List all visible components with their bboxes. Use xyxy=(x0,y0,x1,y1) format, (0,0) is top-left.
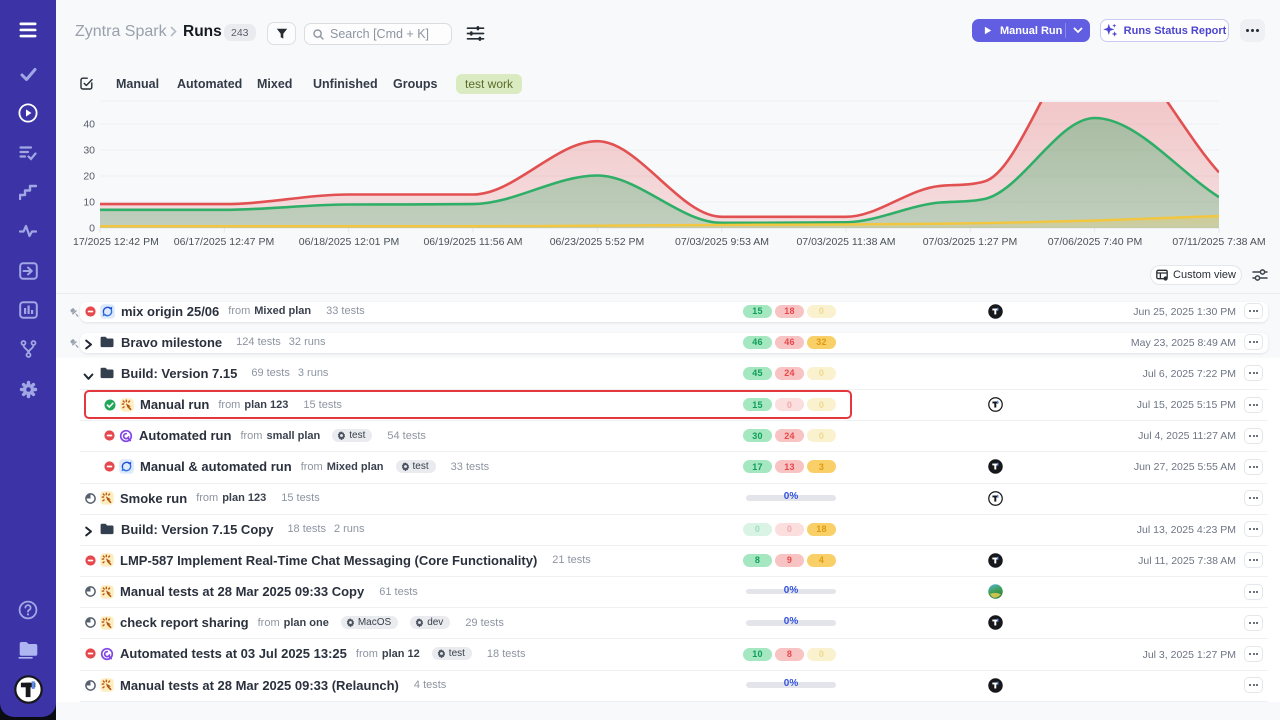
svg-text:20: 20 xyxy=(83,171,95,183)
svg-text:40: 40 xyxy=(83,119,95,131)
svg-text:10: 10 xyxy=(83,197,95,209)
svg-text:30: 30 xyxy=(83,145,95,157)
svg-text:0: 0 xyxy=(89,223,95,235)
